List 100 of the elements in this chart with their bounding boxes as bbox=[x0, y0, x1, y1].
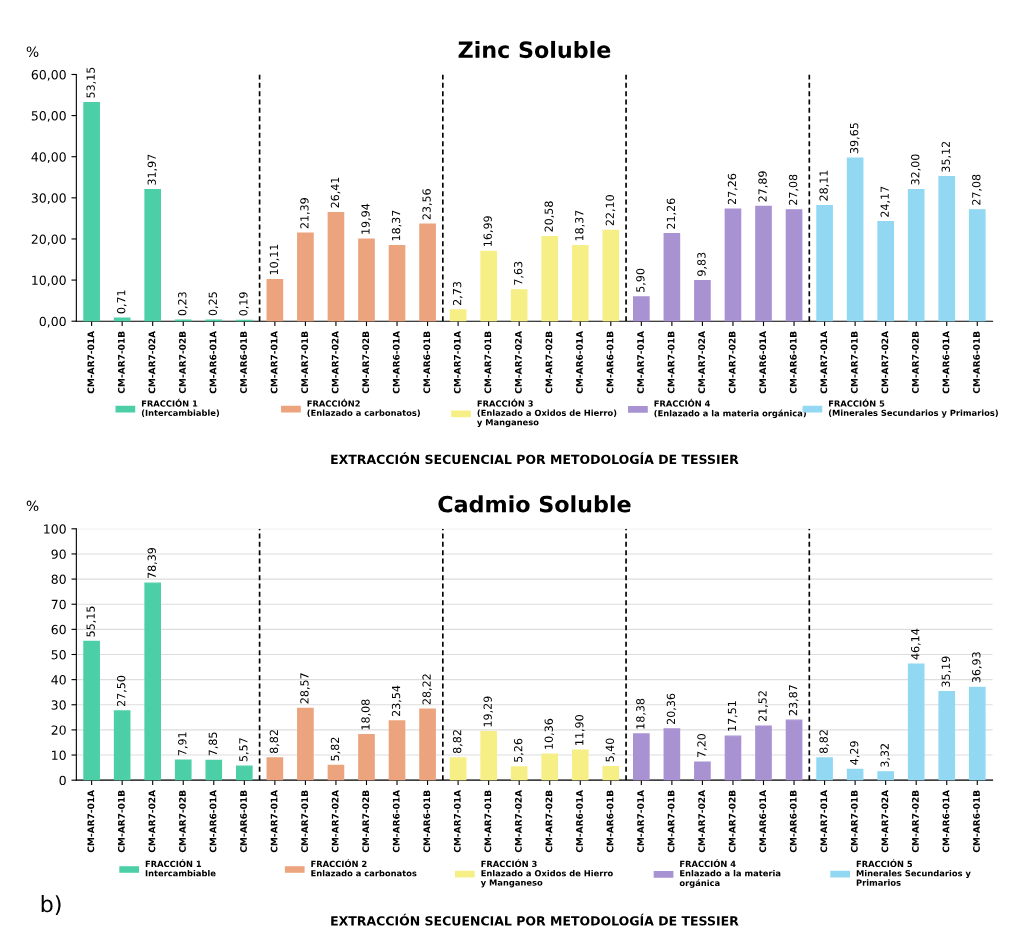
legend-label: FRACCIÓN 1 (Intercambiable) bbox=[141, 398, 220, 417]
data-label: 28,57 bbox=[300, 673, 310, 704]
x-tick-label: CM-AR6-01A bbox=[392, 330, 400, 394]
x-tick-label: CM-AR7-01B bbox=[667, 331, 675, 394]
chart-title: Cadmio Soluble bbox=[438, 495, 631, 513]
x-tick-label: CM-AR7-02B bbox=[179, 790, 186, 853]
x-axis-title: EXTRACCIÓN SECUENCIAL POR METODOLOGÍA DE TESSIER bbox=[331, 452, 739, 465]
data-label: 5,90 bbox=[636, 268, 646, 292]
data-label: 22,10 bbox=[605, 195, 616, 226]
data-label: 27,50 bbox=[116, 675, 127, 707]
data-label: 18,38 bbox=[636, 698, 646, 729]
data-label: 26,41 bbox=[330, 177, 341, 208]
x-tick-label: CM-AR7-02A bbox=[881, 330, 889, 394]
x-tick-label: CM-AR7-01A bbox=[87, 330, 95, 394]
bar bbox=[83, 101, 100, 322]
y-tick-label: 20 bbox=[51, 725, 66, 735]
bar bbox=[816, 757, 833, 781]
bar bbox=[358, 238, 375, 322]
data-label: 24,17 bbox=[880, 186, 891, 217]
x-tick-label: CM-AR6-01B bbox=[606, 331, 614, 394]
data-label: 18,08 bbox=[361, 699, 371, 730]
bar bbox=[388, 720, 406, 781]
chart-title: Zinc Soluble bbox=[458, 40, 611, 59]
data-label: 19,29 bbox=[483, 696, 493, 727]
bar bbox=[449, 309, 467, 322]
data-label: 35,19 bbox=[941, 656, 952, 687]
bar bbox=[755, 725, 772, 781]
data-label: 11,90 bbox=[575, 715, 585, 745]
data-label: 5,26 bbox=[514, 738, 524, 762]
x-tick-label: CM-AR6-01B bbox=[240, 331, 247, 394]
y-tick-label: 40 bbox=[51, 675, 66, 685]
data-label: 39,65 bbox=[849, 123, 860, 154]
data-label: 4,29 bbox=[849, 741, 860, 765]
data-label: 10,36 bbox=[544, 718, 555, 749]
x-tick-label: CM-AR7-01A bbox=[637, 330, 644, 394]
bar bbox=[846, 157, 864, 322]
x-tick-label: CM-AR7-02A bbox=[148, 789, 156, 853]
data-label: 28,22 bbox=[422, 674, 432, 705]
data-label: 36,93 bbox=[972, 652, 982, 683]
x-tick-label: CM-AR7-02B bbox=[545, 331, 553, 394]
x-tick-label: CM-AR6-01B bbox=[240, 790, 247, 853]
data-label: 8,82 bbox=[452, 730, 463, 754]
x-tick-label: CM-AR7-02A bbox=[148, 330, 156, 394]
x-axis-title: EXTRACCIÓN SECUENCIAL POR METODOLOGÍA DE TESSIER bbox=[331, 913, 739, 926]
data-label: 23,87 bbox=[788, 685, 799, 716]
data-label: 28,11 bbox=[819, 170, 829, 201]
data-label: 46,14 bbox=[911, 628, 921, 660]
bar bbox=[174, 759, 192, 781]
x-tick-label: CM-AR7-02B bbox=[362, 790, 370, 853]
y-tick-label: 80 bbox=[51, 574, 66, 585]
bar bbox=[846, 768, 864, 781]
bar bbox=[327, 211, 345, 322]
bar bbox=[297, 707, 314, 781]
data-label: 21,26 bbox=[666, 198, 677, 229]
x-tick-label: CM-AR7-01A bbox=[820, 789, 828, 853]
x-tick-label: CM-AR6-01A bbox=[942, 330, 950, 394]
y-tick-label: 0,00 bbox=[39, 316, 66, 328]
legend-label: FRACCIÓN 3 (Enlazado a Oxidos de Hierro) y Manganeso bbox=[476, 398, 617, 427]
bar bbox=[663, 233, 681, 322]
data-label: 0,19 bbox=[239, 292, 249, 316]
x-tick-label: CM-AR6-01B bbox=[606, 790, 614, 853]
x-tick-label: CM-AR6-01B bbox=[973, 790, 980, 853]
x-tick-label: CM-AR7-01A bbox=[453, 789, 461, 853]
bar bbox=[297, 232, 314, 322]
data-label: 19,94 bbox=[361, 203, 371, 234]
legend-label: FRACCIÓN2 (Enlazado a carbonatos) bbox=[307, 398, 420, 417]
legend-label: FRACCIÓN 4 Enlazado a la materia orgánica bbox=[679, 859, 781, 888]
bar bbox=[602, 229, 620, 322]
bar bbox=[938, 691, 956, 781]
x-tick-label: CM-AR7-01B bbox=[117, 790, 125, 853]
data-label: 31,97 bbox=[147, 154, 158, 185]
bar bbox=[480, 730, 497, 781]
data-label: 5,40 bbox=[605, 738, 616, 762]
bar bbox=[113, 710, 131, 781]
data-label: 18,37 bbox=[575, 210, 585, 241]
data-label: 53,15 bbox=[86, 67, 96, 98]
bar bbox=[510, 766, 528, 781]
x-tick-label: CM-AR6-01B bbox=[789, 331, 797, 394]
y-tick-label: 30 bbox=[51, 700, 66, 710]
bar bbox=[938, 176, 956, 322]
bar bbox=[785, 209, 803, 322]
bar bbox=[633, 296, 650, 322]
x-tick-label: CM-AR7-01B bbox=[301, 331, 309, 394]
y-tick-label: 20,00 bbox=[31, 234, 66, 246]
text: b) bbox=[41, 895, 61, 915]
x-tick-label: CM-AR7-02A bbox=[881, 789, 889, 853]
bar bbox=[571, 749, 589, 781]
y-tick-label: 50 bbox=[51, 649, 66, 660]
data-label: 27,08 bbox=[972, 174, 982, 205]
y-tick-label: 40,00 bbox=[31, 152, 66, 163]
bar bbox=[541, 753, 559, 781]
legend-label: FRACCIÓN 5 (Minerales Secundarios y Primarios) bbox=[828, 398, 998, 418]
y-axis-title: % bbox=[26, 500, 39, 512]
x-tick-label: CM-AR6-01B bbox=[973, 331, 980, 394]
data-label: 23,56 bbox=[422, 189, 432, 220]
x-tick-label: CM-AR7-01B bbox=[667, 790, 675, 853]
bar bbox=[724, 735, 742, 781]
data-label: 5,57 bbox=[239, 738, 249, 762]
bar bbox=[266, 757, 284, 781]
data-label: 10,11 bbox=[269, 244, 280, 275]
